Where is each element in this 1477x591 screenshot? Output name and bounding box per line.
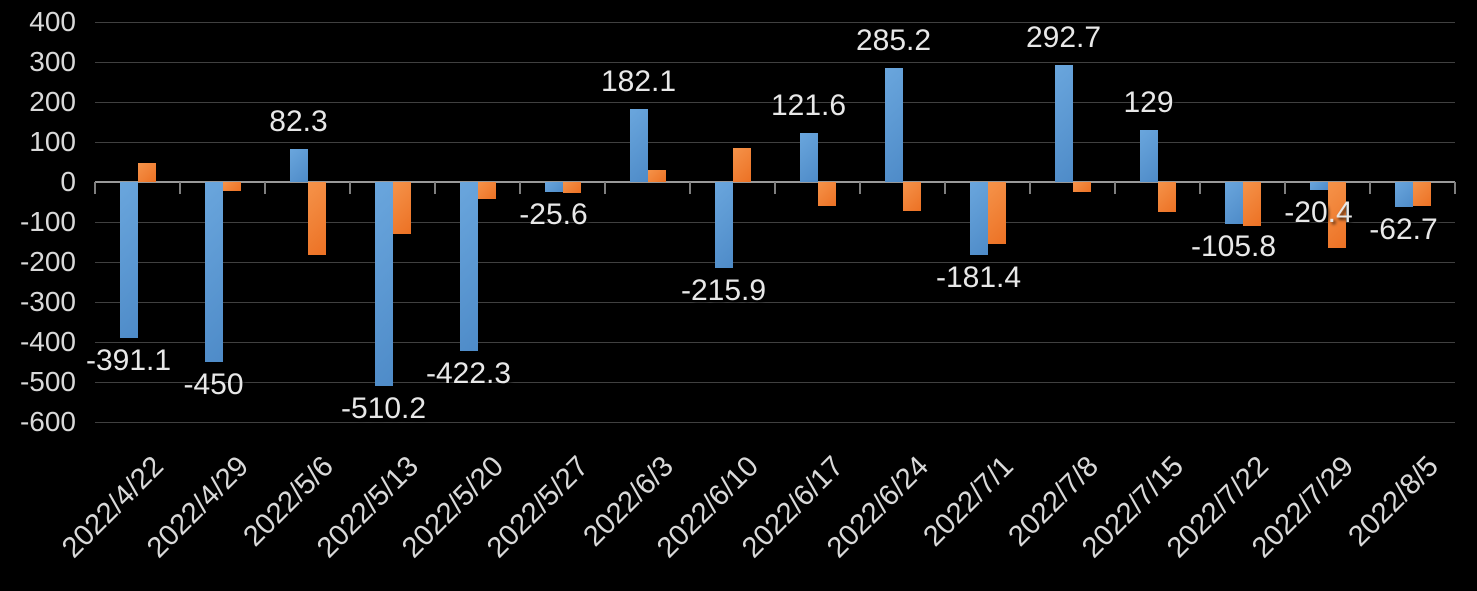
data-label: -181.4 — [935, 260, 1022, 294]
y-axis-label: 0 — [60, 166, 76, 197]
y-axis-label: -400 — [19, 326, 76, 357]
data-label: -20.4 — [1284, 196, 1353, 230]
y-axis-label: -500 — [19, 366, 76, 397]
axis-tick — [1369, 182, 1371, 194]
data-label: -422.3 — [425, 356, 512, 390]
bar-blue-2022/4/22[interactable] — [119, 182, 138, 339]
axis-tick — [519, 182, 521, 194]
bar-orange-2022/6/3[interactable] — [647, 170, 666, 182]
bar-blue-2022/6/17[interactable] — [799, 133, 818, 182]
axis-tick — [944, 182, 946, 194]
bar-orange-2022/7/29[interactable] — [1327, 182, 1346, 249]
axis-tick — [1199, 182, 1201, 194]
gridline — [95, 61, 1455, 63]
bar-orange-2022/7/22[interactable] — [1242, 182, 1261, 226]
data-label: -215.9 — [680, 274, 767, 308]
y-axis-label: 200 — [29, 86, 76, 117]
bar-blue-2022/5/13[interactable] — [374, 182, 393, 387]
data-label: -105.8 — [1190, 230, 1277, 264]
bar-blue-2022/7/22[interactable] — [1224, 182, 1243, 225]
bar-blue-2022/7/8[interactable] — [1054, 64, 1073, 182]
y-axis-label: 400 — [29, 6, 76, 37]
y-axis-label: -300 — [19, 286, 76, 317]
axis-tick — [859, 182, 861, 194]
data-label: 182.1 — [600, 65, 677, 99]
axis-tick — [434, 182, 436, 194]
bar-orange-2022/8/5[interactable] — [1412, 182, 1431, 206]
bar-orange-2022/5/13[interactable] — [392, 182, 411, 234]
gridline — [95, 101, 1455, 103]
axis-tick — [1454, 182, 1456, 194]
data-label: -391.1 — [85, 344, 172, 378]
axis-tick — [94, 182, 96, 194]
axis-tick — [689, 182, 691, 194]
y-axis-label: -200 — [19, 246, 76, 277]
bar-orange-2022/7/8[interactable] — [1072, 182, 1091, 192]
gridline — [95, 21, 1455, 23]
bar-blue-2022/6/10[interactable] — [714, 182, 733, 269]
gridline — [95, 421, 1455, 423]
bar-orange-2022/4/22[interactable] — [137, 162, 156, 182]
bar-blue-2022/7/15[interactable] — [1139, 130, 1158, 182]
bar-blue-2022/8/5[interactable] — [1394, 182, 1413, 208]
bar-orange-2022/5/20[interactable] — [477, 182, 496, 199]
axis-tick — [349, 182, 351, 194]
data-label: 285.2 — [855, 23, 932, 57]
y-axis-label: -600 — [19, 406, 76, 437]
data-label: -62.7 — [1369, 213, 1438, 247]
axis-tick — [774, 182, 776, 194]
bar-orange-2022/4/29[interactable] — [222, 182, 241, 192]
axis-tick — [264, 182, 266, 194]
bar-orange-2022/7/15[interactable] — [1157, 182, 1176, 212]
bar-blue-2022/5/6[interactable] — [289, 149, 308, 182]
gridline — [95, 381, 1455, 383]
bar-orange-2022/7/1[interactable] — [987, 182, 1006, 244]
y-axis-label: 300 — [29, 46, 76, 77]
bar-blue-2022/6/24[interactable] — [884, 67, 903, 182]
axis-tick — [1284, 182, 1286, 194]
bar-blue-2022/5/27[interactable] — [544, 182, 563, 193]
axis-tick — [179, 182, 181, 194]
bar-orange-2022/5/27[interactable] — [562, 182, 581, 194]
axis-tick — [604, 182, 606, 194]
bar-blue-2022/7/1[interactable] — [969, 182, 988, 255]
axis-tick — [1029, 182, 1031, 194]
gridline — [95, 261, 1455, 263]
data-label: 292.7 — [1025, 20, 1102, 54]
y-axis-label: -100 — [19, 206, 76, 237]
gridline — [95, 141, 1455, 143]
bar-blue-2022/5/20[interactable] — [459, 182, 478, 351]
bar-orange-2022/6/24[interactable] — [902, 182, 921, 212]
data-label: 121.6 — [770, 89, 847, 123]
data-label: -510.2 — [340, 392, 427, 426]
data-label: -450 — [183, 368, 244, 401]
gridline — [95, 341, 1455, 343]
gridline — [95, 221, 1455, 223]
axis-tick — [1114, 182, 1116, 194]
bar-blue-2022/7/29[interactable] — [1309, 182, 1328, 191]
bar-orange-2022/6/17[interactable] — [817, 182, 836, 207]
gridline — [95, 301, 1455, 303]
bar-blue-2022/6/3[interactable] — [629, 109, 648, 182]
y-axis-label: 100 — [29, 126, 76, 157]
data-label: 129 — [1123, 86, 1174, 120]
bar-orange-2022/6/10[interactable] — [732, 148, 751, 182]
data-label: 82.3 — [269, 105, 328, 139]
bar-orange-2022/5/6[interactable] — [307, 182, 326, 256]
bar-blue-2022/4/29[interactable] — [204, 182, 223, 362]
data-label: -25.6 — [519, 198, 588, 232]
